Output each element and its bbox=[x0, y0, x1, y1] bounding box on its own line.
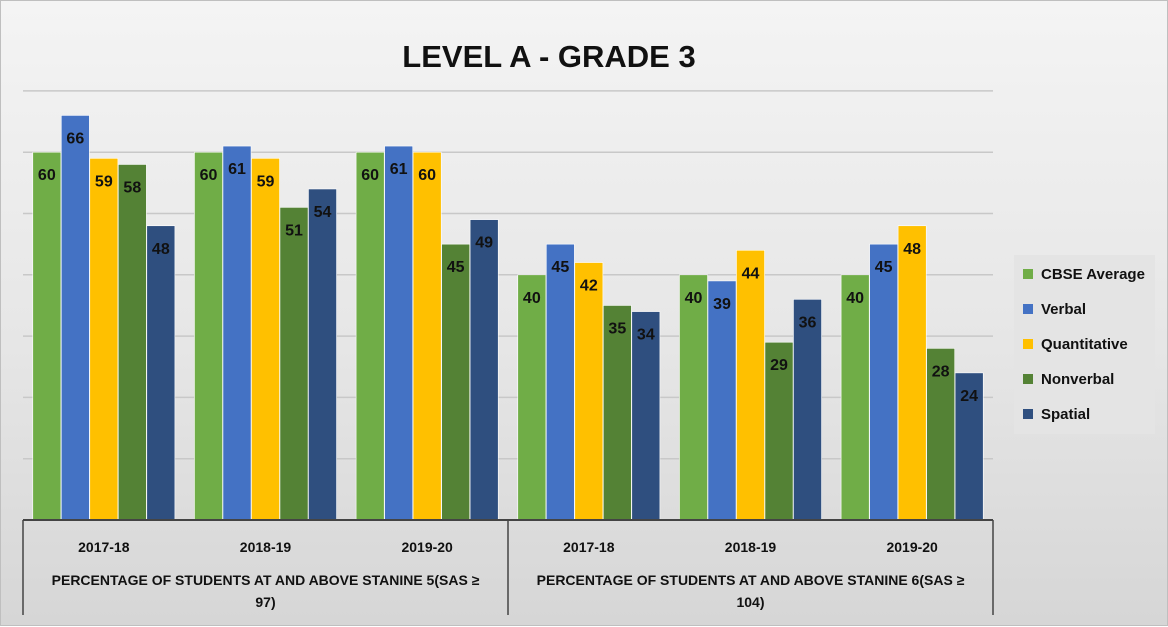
bar-quantitative bbox=[412, 151, 442, 521]
data-label: 45 bbox=[551, 259, 569, 276]
bar-quantitative bbox=[897, 225, 927, 521]
data-label: 54 bbox=[314, 204, 332, 221]
data-label: 48 bbox=[903, 241, 921, 258]
bar-spatial bbox=[793, 299, 822, 521]
data-label: 42 bbox=[580, 278, 598, 295]
bar-verbal bbox=[545, 243, 575, 521]
data-label: 61 bbox=[390, 161, 408, 178]
legend-swatch bbox=[1023, 374, 1033, 384]
bar-verbal bbox=[60, 115, 90, 521]
data-label: 40 bbox=[846, 290, 864, 307]
bar-spatial bbox=[146, 225, 176, 521]
data-label: 45 bbox=[875, 259, 893, 276]
bar-cbse-average bbox=[679, 274, 708, 521]
bar-spatial bbox=[469, 219, 499, 521]
bar-cbse-average bbox=[355, 151, 385, 521]
legend-label: CBSE Average bbox=[1041, 266, 1145, 283]
data-label: 60 bbox=[38, 167, 56, 184]
data-label: 36 bbox=[799, 314, 817, 331]
group-label: 97) bbox=[255, 594, 275, 610]
data-label: 40 bbox=[685, 290, 703, 307]
bar-verbal bbox=[869, 243, 899, 521]
legend-swatch bbox=[1023, 409, 1033, 419]
x-tick-label: 2019-20 bbox=[401, 539, 453, 555]
x-tick-label: 2017-18 bbox=[563, 539, 615, 555]
bar-verbal bbox=[707, 280, 737, 521]
bar-verbal bbox=[384, 145, 414, 521]
bar-nonverbal bbox=[117, 164, 147, 521]
legend-swatch bbox=[1023, 339, 1033, 349]
data-label: 35 bbox=[608, 320, 626, 337]
x-tick-label: 2019-20 bbox=[886, 539, 938, 555]
data-label: 59 bbox=[95, 173, 113, 190]
bar-nonverbal bbox=[602, 305, 632, 521]
group-label: PERCENTAGE OF STUDENTS AT AND ABOVE STAN… bbox=[52, 572, 480, 588]
legend-label: Spatial bbox=[1041, 406, 1090, 423]
bar-nonverbal bbox=[926, 348, 956, 521]
data-label: 51 bbox=[285, 222, 303, 239]
group-label: PERCENTAGE OF STUDENTS AT AND ABOVE STAN… bbox=[537, 572, 965, 588]
legend-label: Nonverbal bbox=[1041, 371, 1114, 388]
bar-quantitative bbox=[574, 262, 604, 521]
bar-spatial bbox=[954, 372, 984, 521]
data-label: 49 bbox=[475, 235, 493, 252]
bar-nonverbal bbox=[279, 207, 309, 521]
data-label: 39 bbox=[713, 296, 731, 313]
data-label: 60 bbox=[418, 167, 436, 184]
data-label: 48 bbox=[152, 241, 170, 258]
legend-label: Verbal bbox=[1041, 301, 1086, 318]
data-label: 44 bbox=[742, 265, 760, 282]
bar-verbal bbox=[222, 145, 252, 521]
data-label: 45 bbox=[447, 259, 465, 276]
bar-cbse-average bbox=[517, 274, 547, 521]
bar-quantitative bbox=[251, 158, 280, 521]
bar-cbse-average bbox=[194, 151, 223, 521]
group-label: 104) bbox=[736, 594, 764, 610]
data-label: 61 bbox=[228, 161, 246, 178]
data-label: 59 bbox=[257, 173, 275, 190]
x-tick-label: 2018-19 bbox=[725, 539, 777, 555]
legend-box bbox=[1014, 255, 1155, 434]
data-label: 29 bbox=[770, 357, 788, 374]
bar-spatial bbox=[308, 188, 337, 521]
data-label: 40 bbox=[523, 290, 541, 307]
legend-label: Quantitative bbox=[1041, 336, 1128, 353]
data-label: 60 bbox=[200, 167, 218, 184]
data-label: 28 bbox=[932, 363, 950, 380]
data-label: 34 bbox=[637, 327, 655, 344]
data-label: 58 bbox=[123, 179, 141, 196]
bar-nonverbal bbox=[764, 341, 794, 521]
data-label: 24 bbox=[960, 388, 978, 405]
bar-quantitative bbox=[89, 158, 119, 521]
bar-quantitative bbox=[736, 249, 765, 521]
x-tick-label: 2018-19 bbox=[240, 539, 292, 555]
chart-title: LEVEL A - GRADE 3 bbox=[402, 39, 695, 74]
legend-swatch bbox=[1023, 269, 1033, 279]
data-label: 66 bbox=[66, 130, 84, 147]
bar-nonverbal bbox=[441, 243, 471, 521]
x-tick-label: 2017-18 bbox=[78, 539, 130, 555]
bar-cbse-average bbox=[32, 151, 62, 521]
data-label: 60 bbox=[361, 167, 379, 184]
bar-cbse-average bbox=[840, 274, 870, 521]
legend-swatch bbox=[1023, 304, 1033, 314]
